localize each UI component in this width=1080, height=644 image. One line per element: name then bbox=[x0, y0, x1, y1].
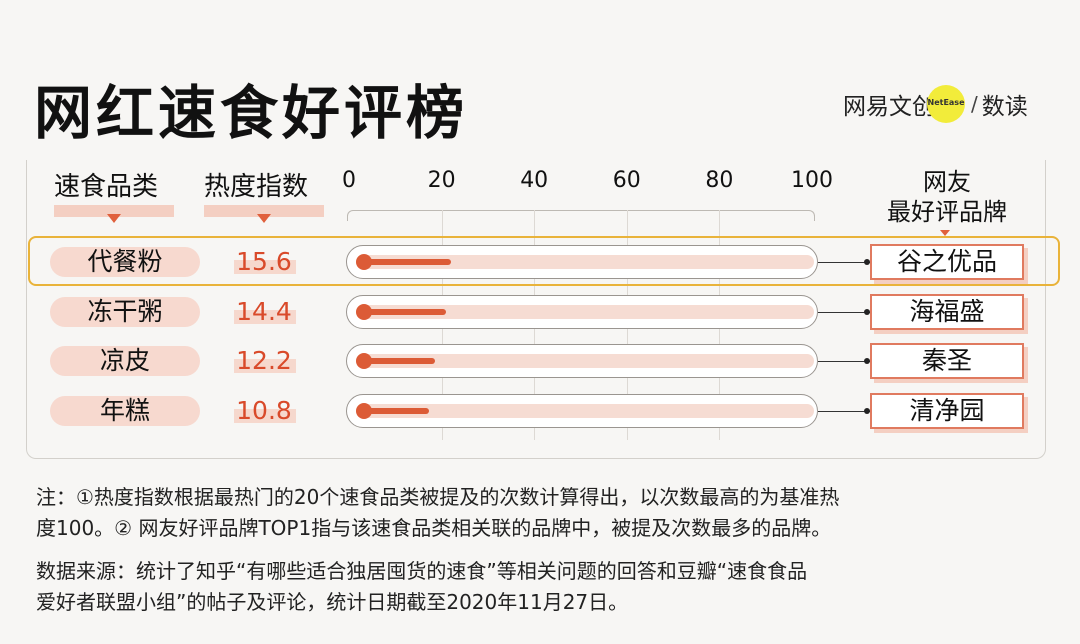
axis-line bbox=[347, 210, 815, 221]
score-label: 14.4 bbox=[236, 297, 292, 326]
connector-line bbox=[818, 411, 870, 412]
score-highlight bbox=[234, 409, 296, 423]
brand-right-text: 数读 bbox=[981, 94, 1028, 120]
brand-label: 秦圣 bbox=[870, 343, 1024, 379]
connector-dot bbox=[864, 358, 870, 364]
brand-label: 谷之优品 bbox=[870, 244, 1024, 280]
header-category-arrow-icon bbox=[107, 214, 121, 223]
score-highlight bbox=[234, 260, 296, 274]
thermometer-track bbox=[356, 305, 814, 319]
x-tick-label: 0 bbox=[342, 168, 356, 193]
header-index: 热度指数 bbox=[204, 172, 309, 202]
connector-dot bbox=[864, 259, 870, 265]
x-tick-label: 40 bbox=[520, 168, 549, 193]
thermometer-track bbox=[356, 354, 814, 368]
thermometer-track bbox=[356, 255, 814, 269]
x-tick-label: 100 bbox=[791, 168, 833, 193]
note-line-3: 数据来源：统计了知乎“有哪些适合独居囤货的速食”等相关问题的回答和豆瓣“速食食品 bbox=[36, 559, 808, 583]
score-label: 10.8 bbox=[236, 396, 292, 425]
category-label: 凉皮 bbox=[50, 346, 200, 376]
brand-label: 海福盛 bbox=[870, 294, 1024, 330]
connector-dot bbox=[864, 309, 870, 315]
connector-line bbox=[818, 312, 870, 313]
brand-logo: 网易文创 NetEase / 数读 bbox=[843, 84, 1028, 124]
header-index-bar bbox=[204, 205, 324, 217]
brand-slash: / bbox=[971, 92, 978, 116]
brand-left-text: 网易文创 bbox=[843, 94, 935, 120]
header-brand-arrow-icon bbox=[940, 230, 950, 236]
connector-dot bbox=[864, 408, 870, 414]
score-highlight bbox=[234, 359, 296, 373]
score-highlight bbox=[234, 310, 296, 324]
thermometer-bulb bbox=[356, 254, 372, 270]
score-label: 12.2 bbox=[236, 346, 292, 375]
x-tick-label: 60 bbox=[612, 168, 641, 193]
bar bbox=[360, 259, 452, 265]
connector-line bbox=[818, 361, 870, 362]
note-line-1: 注：①热度指数根据最热门的20个速食品类被提及的次数计算得出，以次数最高的为基准… bbox=[36, 485, 840, 509]
brand-label: 清净园 bbox=[870, 393, 1024, 429]
bar bbox=[360, 408, 429, 414]
header-category: 速食品类 bbox=[54, 172, 159, 202]
note-line-4: 爱好者联盟小组”的帖子及评论，统计日期截至2020年11月27日。 bbox=[36, 590, 629, 614]
x-tick-label: 80 bbox=[705, 168, 734, 193]
category-label: 年糕 bbox=[50, 396, 200, 426]
header-index-arrow-icon bbox=[257, 214, 271, 223]
header-brand-line2: 最好评品牌 bbox=[887, 198, 1007, 226]
thermometer-track bbox=[356, 404, 814, 418]
header-category-bar bbox=[54, 205, 174, 217]
note-line-2: 度100。② 网友好评品牌TOP1指与该速食品类相关联的品牌中，被提及次数最多的… bbox=[36, 516, 832, 540]
bar bbox=[360, 309, 446, 315]
chart-panel bbox=[26, 160, 1046, 459]
thermometer-bulb bbox=[356, 403, 372, 419]
page-title: 网红速食好评榜 bbox=[34, 79, 469, 147]
header-brand-line1: 网友 bbox=[923, 168, 971, 196]
brand-dot-text: NetEase bbox=[927, 98, 965, 107]
score-label: 15.6 bbox=[236, 247, 292, 276]
highlight-frame bbox=[28, 236, 1060, 286]
thermometer-bulb bbox=[356, 304, 372, 320]
brand-dot-icon: NetEase bbox=[927, 85, 965, 123]
thermometer-bulb bbox=[356, 353, 372, 369]
connector-line bbox=[818, 262, 870, 263]
category-label: 冻干粥 bbox=[50, 297, 200, 327]
category-label: 代餐粉 bbox=[50, 247, 200, 277]
x-tick-label: 20 bbox=[427, 168, 456, 193]
bar bbox=[360, 358, 436, 364]
